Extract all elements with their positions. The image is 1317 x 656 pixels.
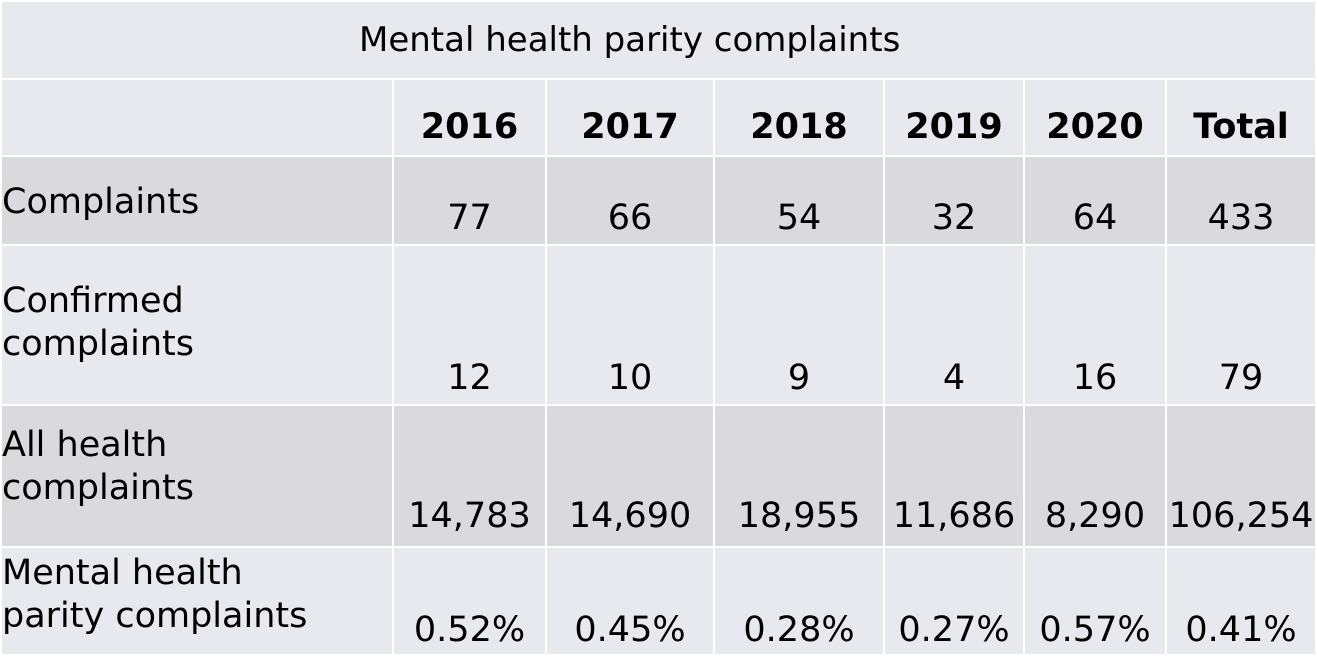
table-title: Mental health parity complaints xyxy=(0,0,1317,80)
column-header-2018: 2018 xyxy=(713,78,885,157)
cell-value: 0.28% xyxy=(713,546,885,656)
cell-value: 16 xyxy=(1023,244,1167,406)
row-label-line: Confirmed xyxy=(2,281,184,321)
cell-value: 0.27% xyxy=(883,546,1025,656)
cell-value: 18,955 xyxy=(713,404,885,548)
cell-value: 54 xyxy=(713,155,885,246)
header-row: 2016 2017 2018 2019 2020 Total xyxy=(0,78,1317,157)
table-row-mental-health-parity-complaints: Mental health parity complaints 0.52% 0.… xyxy=(0,546,1317,656)
row-label-complaints: Complaints xyxy=(0,155,394,246)
cell-value: 32 xyxy=(883,155,1025,246)
row-label-line: parity complaints xyxy=(2,595,308,636)
cell-value: 66 xyxy=(545,155,715,246)
cell-value-total: 106,254 xyxy=(1164,404,1317,548)
row-label-all-health-complaints: All health complaints xyxy=(0,404,394,548)
row-label-line: Complaints xyxy=(2,182,200,222)
column-header-2019: 2019 xyxy=(883,78,1025,157)
row-label-line: complaints xyxy=(2,323,195,364)
cell-value-total: 79 xyxy=(1164,244,1317,406)
cell-value-total: 433 xyxy=(1164,155,1317,246)
cell-value: 12 xyxy=(392,244,547,406)
row-label-mental-health-parity-complaints: Mental health parity complaints xyxy=(0,546,394,656)
cell-value: 0.52% xyxy=(392,546,547,656)
cell-value-total: 0.41% xyxy=(1164,546,1317,656)
table-row-all-health-complaints: All health complaints 14,783 14,690 18,9… xyxy=(0,404,1317,548)
row-label-line: complaints xyxy=(2,467,195,508)
cell-value: 11,686 xyxy=(883,404,1025,548)
cell-value: 9 xyxy=(713,244,885,406)
cell-value: 10 xyxy=(545,244,715,406)
column-header-2020: 2020 xyxy=(1023,78,1167,157)
column-header-2016: 2016 xyxy=(392,78,547,157)
title-row: Mental health parity complaints xyxy=(0,0,1317,80)
corner-cell xyxy=(0,78,394,157)
row-label-confirmed-complaints: Confirmed complaints xyxy=(0,244,394,406)
cell-value: 4 xyxy=(883,244,1025,406)
row-label-line: All health xyxy=(2,425,168,465)
cell-value: 0.45% xyxy=(545,546,715,656)
column-header-2017: 2017 xyxy=(545,78,715,157)
cell-value: 14,783 xyxy=(392,404,547,548)
cell-value: 14,690 xyxy=(545,404,715,548)
cell-value: 0.57% xyxy=(1023,546,1167,656)
table-row-confirmed-complaints: Confirmed complaints 12 10 9 4 16 79 xyxy=(0,244,1317,406)
column-header-total: Total xyxy=(1164,78,1317,157)
cell-value: 77 xyxy=(392,155,547,246)
cell-value: 8,290 xyxy=(1023,404,1167,548)
cell-value: 64 xyxy=(1023,155,1167,246)
row-label-line: Mental health xyxy=(2,553,243,593)
table-row-complaints: Complaints 77 66 54 32 64 433 xyxy=(0,155,1317,246)
